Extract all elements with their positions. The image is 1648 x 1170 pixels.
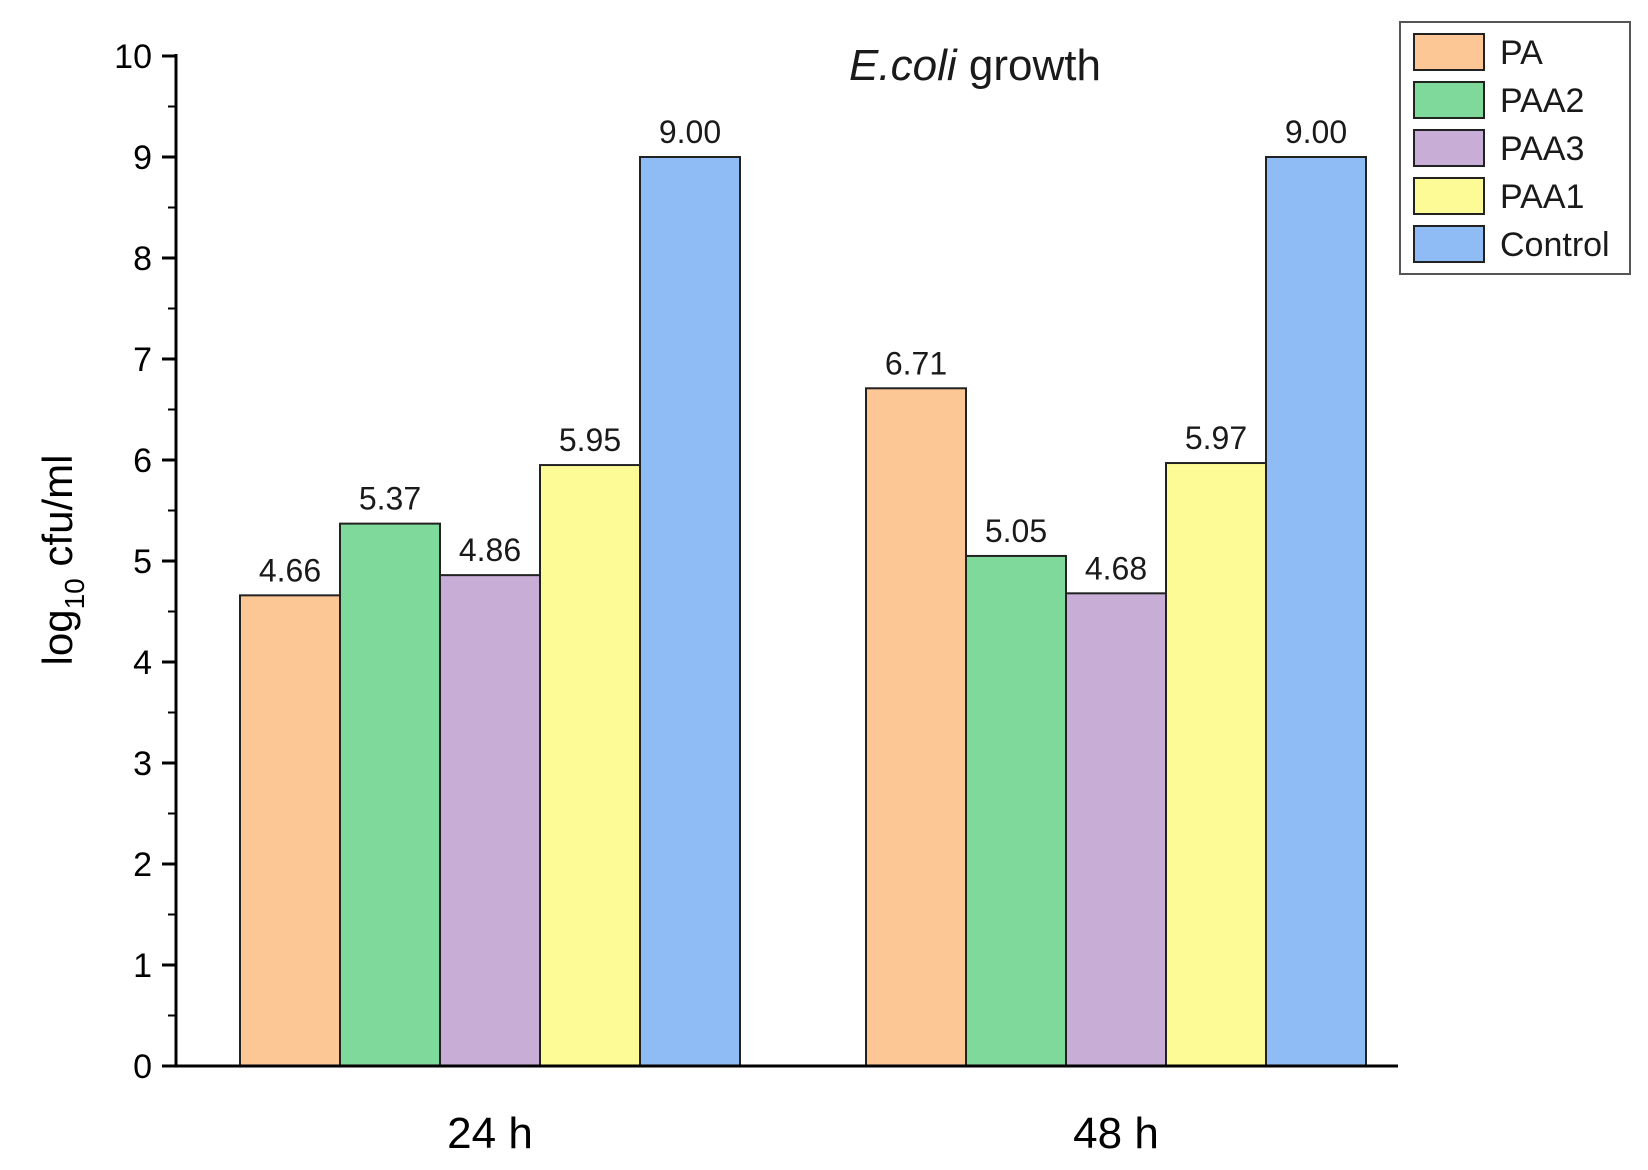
legend-label-paa2: PAA2	[1500, 82, 1584, 120]
x-category-label: 24 h	[447, 1109, 533, 1158]
legend-swatch-paa1	[1413, 177, 1485, 215]
y-axis: 0 1 2 3 4 5 6 7 8 9 10	[114, 38, 178, 1086]
bar-paa3-48h	[1065, 592, 1167, 1067]
y-tick-label: 4	[133, 644, 152, 682]
data-label: 6.71	[885, 345, 947, 381]
legend-label-control: Control	[1500, 226, 1610, 264]
y-tick-label: 5	[133, 543, 152, 581]
legend-label-pa: PA	[1500, 34, 1543, 72]
x-category-label: 48 h	[1073, 1109, 1159, 1158]
bar-control-24h	[639, 156, 741, 1067]
y-tick-label: 0	[133, 1048, 152, 1086]
bar-paa1-24h	[539, 464, 641, 1067]
bar-control-48h	[1265, 156, 1367, 1067]
legend-swatch-pa	[1413, 33, 1485, 71]
y-axis-title-subscript: 10	[59, 578, 90, 609]
y-tick-label: 6	[133, 442, 152, 480]
legend: PA PAA2 PAA3 PAA1 Control	[1399, 21, 1631, 275]
data-label: 5.05	[985, 513, 1047, 549]
data-label: 4.86	[459, 532, 521, 568]
y-tick-label: 1	[133, 947, 152, 985]
value-labels: 4.66 6.71 5.37 5.05 4.86 4.68 5.95 5.97 9.00 9.00	[259, 114, 1347, 588]
data-label: 4.66	[259, 552, 321, 588]
data-label: 5.97	[1185, 420, 1247, 456]
legend-swatch-paa2	[1413, 81, 1485, 119]
y-tick-label: 3	[133, 745, 152, 783]
legend-swatch-paa3	[1413, 129, 1485, 167]
legend-label-paa1: PAA1	[1500, 178, 1584, 216]
legend-label-paa3: PAA3	[1500, 130, 1584, 168]
data-label: 5.37	[359, 481, 421, 517]
bars	[239, 156, 1367, 1068]
data-label: 4.68	[1085, 550, 1147, 586]
data-label: 9.00	[1285, 114, 1347, 150]
bar-pa-24h	[239, 594, 341, 1068]
y-tick-label: 2	[133, 846, 152, 884]
y-axis-title-main: log	[34, 609, 81, 665]
bar-paa2-24h	[339, 522, 441, 1067]
chart-title: E.coli growth	[849, 41, 1101, 90]
data-label: 5.95	[559, 422, 621, 458]
chart-title-rest: growth	[957, 41, 1101, 90]
bar-paa2-48h	[965, 554, 1067, 1067]
y-tick-label: 9	[133, 139, 152, 177]
bar-pa-48h	[865, 387, 967, 1068]
y-tick-label: 8	[133, 240, 152, 278]
y-axis-title-rest: cfu/ml	[34, 455, 81, 579]
y-tick-label: 7	[133, 341, 152, 379]
y-axis-title: log10 cfu/ml	[34, 455, 90, 666]
data-label: 9.00	[659, 114, 721, 150]
y-tick-label: 10	[114, 38, 152, 76]
legend-swatch-control	[1413, 225, 1485, 263]
chart-title-italic: E.coli	[849, 41, 958, 90]
x-axis: 24 h 48 h	[162, 1064, 1398, 1158]
bar-paa3-24h	[439, 574, 541, 1067]
bar-paa1-48h	[1165, 462, 1267, 1067]
